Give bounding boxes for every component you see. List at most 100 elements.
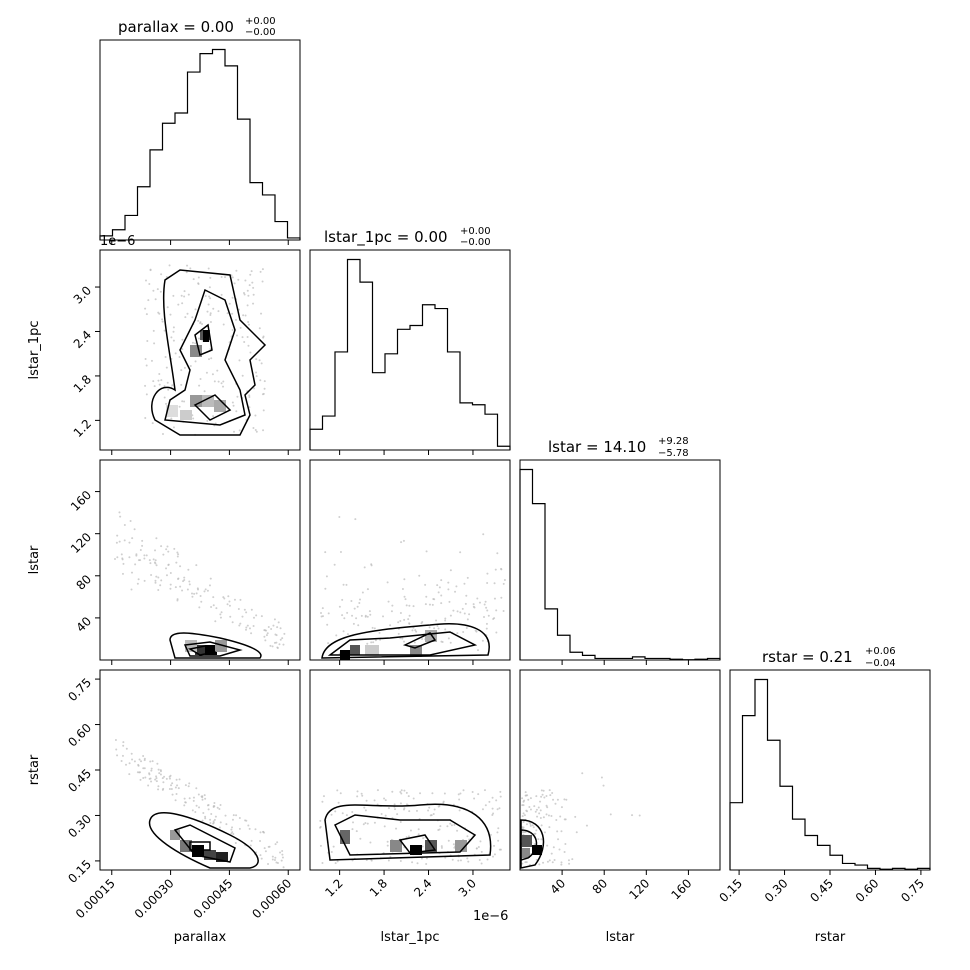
sample-point bbox=[264, 629, 267, 632]
sample-point bbox=[231, 296, 234, 299]
sample-point bbox=[420, 622, 423, 625]
sample-point bbox=[500, 568, 503, 571]
sample-point bbox=[403, 640, 406, 643]
sample-point bbox=[525, 823, 528, 826]
sample-point bbox=[231, 276, 234, 279]
sample-point bbox=[440, 845, 443, 848]
svg-text:+9.28: +9.28 bbox=[658, 436, 689, 447]
density-cell bbox=[202, 395, 214, 407]
sample-point bbox=[174, 799, 177, 802]
sample-point bbox=[259, 854, 262, 857]
xlabel-parallax: parallax bbox=[174, 930, 227, 945]
svg-text:−5.78: −5.78 bbox=[658, 448, 689, 459]
density-cell bbox=[340, 830, 350, 844]
sample-point bbox=[486, 858, 489, 861]
sample-point bbox=[386, 844, 389, 847]
sample-point bbox=[389, 624, 392, 627]
sample-point bbox=[166, 381, 169, 384]
sample-point bbox=[150, 767, 153, 770]
sample-point bbox=[387, 600, 390, 603]
sample-point bbox=[495, 799, 498, 802]
x-tick-label: 160 bbox=[668, 876, 694, 902]
sample-point bbox=[446, 825, 449, 828]
contour-line bbox=[173, 824, 236, 863]
sample-point bbox=[262, 336, 265, 339]
sample-point bbox=[219, 613, 222, 616]
sample-point bbox=[187, 568, 190, 571]
sample-point bbox=[324, 551, 327, 554]
sample-point bbox=[162, 781, 165, 784]
density-cell bbox=[532, 845, 542, 855]
sample-point bbox=[528, 821, 531, 824]
sample-point bbox=[484, 804, 487, 807]
sample-point bbox=[177, 303, 180, 306]
sample-point bbox=[319, 819, 322, 822]
offset-lstar-1pc-x: 1e−6 bbox=[473, 909, 508, 924]
sample-point bbox=[267, 626, 270, 629]
sample-point bbox=[165, 275, 168, 278]
sample-point bbox=[153, 342, 156, 345]
sample-point bbox=[342, 583, 345, 586]
sample-point bbox=[142, 777, 145, 780]
sample-point bbox=[485, 606, 488, 609]
sample-point bbox=[231, 826, 234, 829]
sample-point bbox=[165, 548, 168, 551]
sample-point bbox=[142, 767, 145, 770]
sample-point bbox=[121, 572, 124, 575]
sample-point bbox=[275, 634, 278, 637]
sample-point bbox=[281, 637, 284, 640]
panel-frame bbox=[99, 669, 301, 871]
sample-point bbox=[414, 629, 417, 632]
sample-point bbox=[440, 579, 443, 582]
y-tick-label: 1.8 bbox=[71, 372, 94, 395]
sample-point bbox=[321, 800, 324, 803]
sample-point bbox=[553, 858, 556, 861]
sample-point bbox=[254, 828, 257, 831]
sample-point bbox=[143, 767, 146, 770]
sample-point bbox=[443, 792, 446, 795]
sample-point bbox=[164, 356, 167, 359]
sample-point bbox=[480, 862, 483, 865]
sample-point bbox=[362, 823, 365, 826]
sample-point bbox=[133, 760, 136, 763]
sample-point bbox=[486, 572, 489, 575]
sample-point bbox=[407, 795, 410, 798]
sample-point bbox=[454, 590, 457, 593]
sample-point bbox=[177, 787, 180, 790]
sample-point bbox=[403, 595, 406, 598]
sample-point bbox=[222, 596, 225, 599]
sample-point bbox=[425, 857, 428, 860]
sample-point bbox=[246, 289, 249, 292]
sample-point bbox=[136, 582, 139, 585]
sample-point bbox=[497, 839, 500, 842]
sample-point bbox=[201, 322, 204, 325]
panel-frame bbox=[99, 459, 301, 661]
sample-point bbox=[185, 271, 188, 274]
sample-point bbox=[279, 851, 282, 854]
sample-point bbox=[397, 632, 400, 635]
sample-point bbox=[154, 298, 157, 301]
sample-point bbox=[364, 615, 367, 618]
sample-point bbox=[533, 832, 536, 835]
sample-point bbox=[411, 861, 414, 864]
sample-point bbox=[228, 604, 231, 607]
sample-point bbox=[231, 401, 234, 404]
sample-point bbox=[254, 429, 257, 432]
sample-point bbox=[567, 859, 570, 862]
sample-point bbox=[235, 410, 238, 413]
sample-point bbox=[483, 789, 486, 792]
sample-point bbox=[540, 824, 543, 827]
sample-point bbox=[194, 810, 197, 813]
sample-point bbox=[451, 858, 454, 861]
sample-point bbox=[116, 534, 119, 537]
sample-point bbox=[163, 329, 166, 332]
sample-point bbox=[180, 369, 183, 372]
sample-point bbox=[403, 807, 406, 810]
sample-point bbox=[356, 795, 359, 798]
sample-point bbox=[330, 850, 333, 853]
sample-point bbox=[270, 628, 273, 631]
sample-point bbox=[337, 801, 340, 804]
sample-point bbox=[269, 644, 272, 647]
sample-point bbox=[172, 326, 175, 329]
x-tick-label: 0.00030 bbox=[132, 876, 177, 921]
